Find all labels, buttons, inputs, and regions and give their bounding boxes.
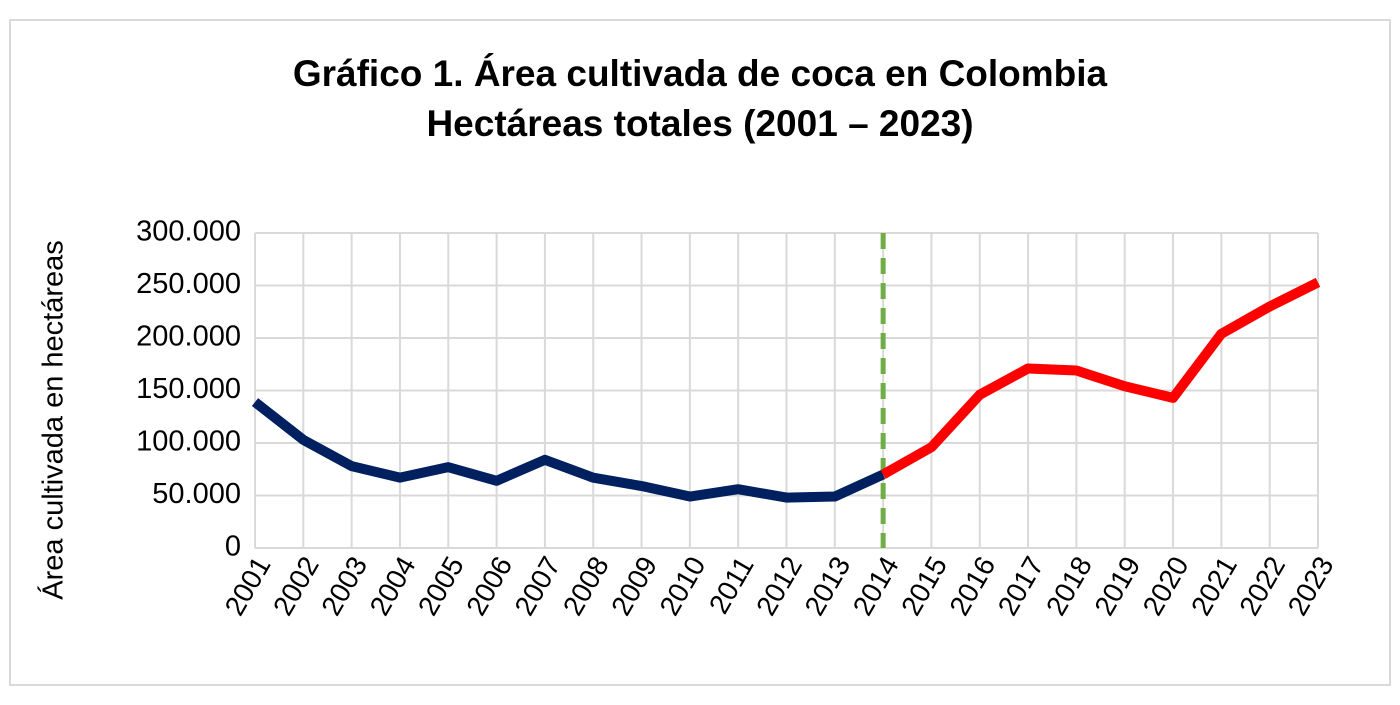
y-tick-label: 0 (225, 531, 241, 563)
chart-subtitle: Hectáreas totales (2001 – 2023) (426, 103, 973, 144)
y-axis-label: Área cultivada en hectáreas (37, 240, 70, 600)
y-tick-label: 300.000 (136, 216, 241, 248)
chart-frame (9, 19, 1391, 686)
y-tick-label: 50.000 (152, 478, 241, 510)
y-tick-label: 150.000 (136, 373, 241, 405)
y-tick-label: 200.000 (136, 321, 241, 353)
series-line (880, 277, 1321, 479)
y-tick-label: 250.000 (136, 268, 241, 300)
series-line (251, 398, 886, 503)
chart-title: Gráfico 1. Área cultivada de coca en Col… (293, 53, 1108, 94)
y-tick-label: 100.000 (136, 426, 241, 458)
